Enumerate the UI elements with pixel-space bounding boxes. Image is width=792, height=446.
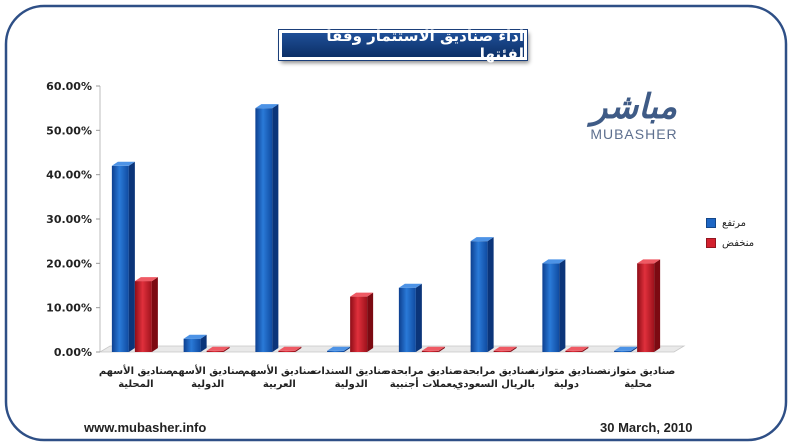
x-category-label: صناديق السندات الدولية [311, 366, 391, 390]
legend-label-high: مرتفع [722, 217, 747, 229]
bar-top [350, 292, 374, 297]
bar-high-0 [111, 161, 135, 352]
bar-top [206, 346, 230, 351]
bar-low-1 [206, 346, 230, 352]
bar-top [255, 104, 279, 109]
bar-front [614, 350, 632, 352]
chart-legend: مرتفع منخفض [706, 213, 776, 253]
bar-side [223, 346, 230, 352]
bar-front [542, 263, 560, 352]
bar-front [278, 350, 296, 352]
bar-side [559, 259, 566, 352]
chart-frame [4, 4, 788, 442]
bar-front [421, 350, 439, 352]
bar-low-0 [134, 277, 158, 352]
bar-low-6 [565, 346, 589, 352]
y-tick-label: 50.00% [46, 124, 92, 137]
logo-arabic-text: مباشر [590, 87, 678, 127]
bar-top [183, 334, 207, 339]
bar-high-5 [470, 237, 494, 352]
bar-top [421, 346, 445, 351]
bar-top [398, 283, 422, 288]
bar-side [510, 346, 517, 352]
x-category-label: صناديق الأسهم العربية [242, 364, 316, 390]
bar-front [255, 108, 273, 353]
bar-front [470, 241, 488, 352]
bar-top [637, 259, 661, 264]
bar-low-5 [493, 346, 517, 352]
bar-top [614, 346, 638, 351]
legend-item-low: منخفض [706, 233, 776, 253]
bar-front [134, 281, 152, 352]
bar-side [654, 259, 661, 352]
chart-title: اداء صناديق الاستثمار وفقاً لفئتها [279, 27, 527, 63]
x-category-label: صناديق متوازنة محلية [601, 366, 675, 390]
x-category-label: صناديق مرابحة -بعملات أجنبية [383, 366, 462, 390]
mubasher-logo: مباشر MUBASHER [584, 88, 684, 148]
bar-low-7 [637, 259, 661, 352]
y-tick-label: 10.00% [46, 302, 92, 315]
bar-front [637, 263, 655, 352]
legend-label-low: منخفض [722, 237, 755, 249]
bar-side [438, 346, 445, 352]
bar-high-4 [398, 283, 422, 352]
bar-side [344, 346, 351, 352]
bar-top [327, 346, 351, 351]
bar-side [631, 346, 638, 352]
y-tick-label: 0.00% [54, 346, 92, 359]
footer-date: 30 March, 2010 [600, 420, 693, 435]
bar-front [183, 338, 201, 352]
legend-swatch-high [706, 218, 716, 228]
bar-top [565, 346, 589, 351]
bar-low-4 [421, 346, 445, 352]
bar-side [295, 346, 302, 352]
legend-item-high: مرتفع [706, 213, 776, 233]
bar-top [278, 346, 302, 351]
bar-low-2 [278, 346, 302, 352]
bar-side [128, 161, 135, 352]
bar-front [111, 165, 129, 352]
logo-english-text: MUBASHER [590, 126, 678, 142]
bar-side [582, 346, 589, 352]
x-category-label: صناديق الأسهم الدولية [171, 364, 245, 390]
bar-high-6 [542, 259, 566, 352]
y-tick-label: 40.00% [46, 169, 92, 182]
bar-high-1 [183, 334, 207, 352]
bar-side [151, 277, 158, 352]
bar-top [111, 161, 135, 166]
bar-top [542, 259, 566, 264]
bar-side [415, 283, 422, 352]
y-axis-ticks: 0.00% 10.00% 20.00% 30.00% 40.00% 50.00% 60.00… [46, 80, 100, 359]
y-tick-label: 60.00% [46, 80, 92, 93]
bar-side [367, 292, 374, 352]
bar-top [134, 277, 158, 282]
legend-swatch-low [706, 238, 716, 248]
bar-high-7 [614, 346, 638, 352]
bar-high-3 [327, 346, 351, 352]
x-category-label: صناديق متوازنة دولية [529, 366, 603, 390]
x-category-label: صناديق مرابحة -بالريال السعودي [454, 366, 535, 390]
bar-side [487, 237, 494, 352]
bar-front [327, 350, 345, 352]
bar-front [398, 287, 416, 352]
bar-top [493, 346, 517, 351]
y-tick-label: 20.00% [46, 257, 92, 270]
bar-front [206, 350, 224, 352]
bar-high-2 [255, 104, 279, 353]
bar-front [565, 350, 583, 352]
bar-top [470, 237, 494, 242]
bar-low-3 [350, 292, 374, 352]
footer-url[interactable]: www.mubasher.info [84, 420, 207, 435]
bar-side [200, 334, 207, 352]
y-tick-label: 30.00% [46, 213, 92, 226]
bar-side [272, 104, 279, 353]
bar-front [350, 296, 368, 352]
x-category-label: صناديق الأسهم المحلية [99, 364, 173, 390]
chart-bars [111, 104, 661, 353]
bar-front [493, 350, 511, 352]
